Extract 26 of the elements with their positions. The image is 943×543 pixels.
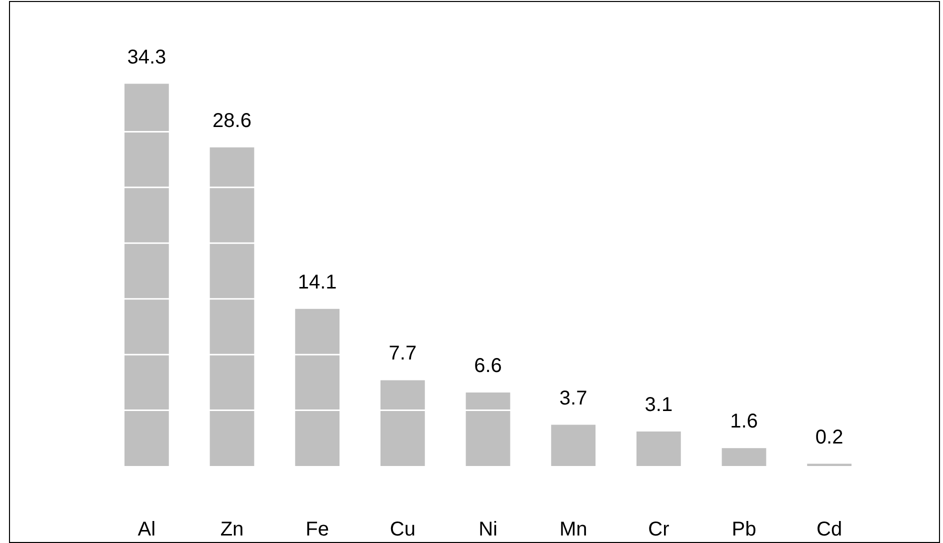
x-tick-label: Fe [306,518,330,541]
data-label: 7.7 [388,342,417,365]
bar [124,84,169,466]
bar [466,392,510,466]
bar [295,308,340,466]
data-label: 28.6 [212,110,252,132]
bar [636,431,681,466]
bar [722,448,766,466]
x-tick-label: Cu [390,518,416,541]
data-label: 1.6 [730,410,758,433]
bar [380,380,425,466]
x-tick-label: Al [138,518,156,541]
x-tick-label: Pb [732,518,756,541]
data-label: 3.7 [559,387,588,410]
x-tick-label: Zn [220,518,244,541]
x-tick-label: Cd [816,518,842,541]
bar [210,147,254,466]
x-tick-label: Ni [478,518,498,541]
bar [551,424,596,466]
data-label: 6.6 [474,354,502,377]
data-label: 14.1 [298,271,337,294]
x-tick-label: Cr [648,518,670,541]
x-tick-label: Mn [559,518,588,541]
data-label: 3.1 [644,394,673,416]
data-label: 0.2 [815,426,844,448]
data-label: 34.3 [127,46,166,68]
